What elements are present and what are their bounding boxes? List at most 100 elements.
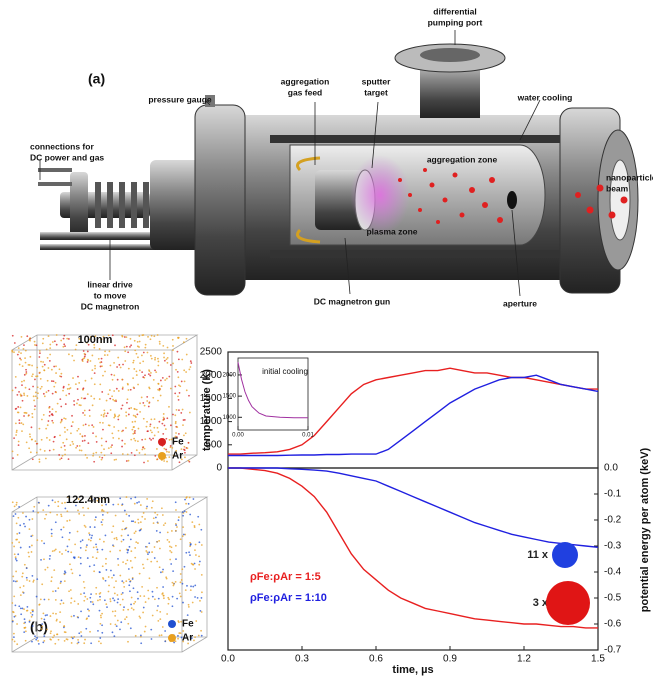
atom-dot [102,428,104,431]
atom-dot [134,634,137,637]
atom-dot [21,384,23,386]
y2-axis-label: potential energy per atom (keV) [639,447,651,612]
atom-dot [83,352,86,355]
atom-dot [41,625,44,628]
atom-dot [132,386,135,389]
atom-dot [34,635,36,638]
atom-dot [139,595,142,597]
atom-dot [17,444,20,446]
atom-dot [146,420,148,423]
atom-dot [139,362,142,365]
atom-dot [114,514,117,517]
atom-dot [102,374,104,377]
atom-dot [95,586,98,589]
atom-dot [189,513,192,516]
atom-dot [177,398,180,401]
atom-dot [43,369,46,372]
atom-dot [108,584,110,587]
atom-dot [174,414,177,417]
atom-dot [156,586,158,589]
atom-dot [101,365,103,368]
atom-dot [75,344,78,346]
callout-label: aggregation zone [427,154,498,164]
atom-dot [83,439,86,442]
atom-dot [116,601,119,604]
atom-dot [100,642,102,645]
atom-dot [164,379,167,381]
atom-dot [103,599,106,602]
atom-dot [63,573,66,576]
atom-dot [172,413,174,416]
legend-dot [158,452,166,460]
atom-dot [40,539,43,542]
atom-dot [144,374,146,377]
atom-dot [128,514,131,517]
atom-dot [120,540,123,543]
atom-dot [143,630,146,633]
y-tick-label: -0.5 [604,593,622,604]
atom-dot [26,605,29,608]
atom-dot [20,352,22,355]
atom-dot [66,388,69,390]
atom-dot [84,379,87,382]
atom-dot [181,511,184,514]
atom-dot [97,357,100,360]
atom-dot [51,414,54,417]
atom-dot [113,361,115,364]
atom-dot [135,541,138,544]
atom-dot [179,632,182,635]
atom-dot [64,345,66,348]
atom-dot [70,425,73,428]
atom-dot [12,636,15,639]
atom-dot [50,532,53,535]
atom-dot [134,496,137,499]
atom-dot [110,446,113,448]
atom-dot [90,395,93,398]
atom-dot [80,397,83,399]
atom-dot [147,430,149,433]
atom-dot [115,400,117,403]
atom-dot [88,534,91,536]
atom-dot [76,530,79,533]
atom-dot [17,516,20,519]
atom-dot [165,377,168,380]
atom-dot [18,532,21,534]
atom-dot [134,600,137,603]
atom-dot [164,640,167,643]
atom-dot [162,419,165,422]
y-tick-label: 1500 [223,394,237,400]
atom-dot [55,619,58,622]
atom-dot [16,353,19,356]
atom-dot [157,522,159,525]
atom-dot [49,511,52,514]
atom-dot [184,451,186,454]
atom-dot [112,574,115,577]
atom-dot [100,338,102,341]
atom-dot [125,336,128,339]
atom-dot [38,458,41,461]
atom-dot [159,610,162,613]
atom-dot [53,340,56,343]
atom-dot [174,420,177,423]
atom-dot [182,640,185,643]
atom-dot [164,428,167,430]
atom-dot [168,439,171,441]
atom-dot [21,572,24,575]
atom-dot [172,582,175,585]
atom-dot [179,595,182,598]
atom-dot [126,559,129,562]
atom-dot [23,344,25,346]
atom-dot [54,642,57,645]
atom-dot [19,393,22,396]
atom-dot [123,606,125,609]
atom-dot [15,501,18,504]
atom-dot [134,349,137,352]
atom-dot [94,519,96,521]
atom-dot [130,438,133,441]
atom-dot [43,363,46,366]
atom-dot [166,460,168,463]
atom-dot [22,423,25,426]
atom-dot [156,540,159,543]
atom-dot [133,407,136,410]
atom-dot [60,580,62,583]
